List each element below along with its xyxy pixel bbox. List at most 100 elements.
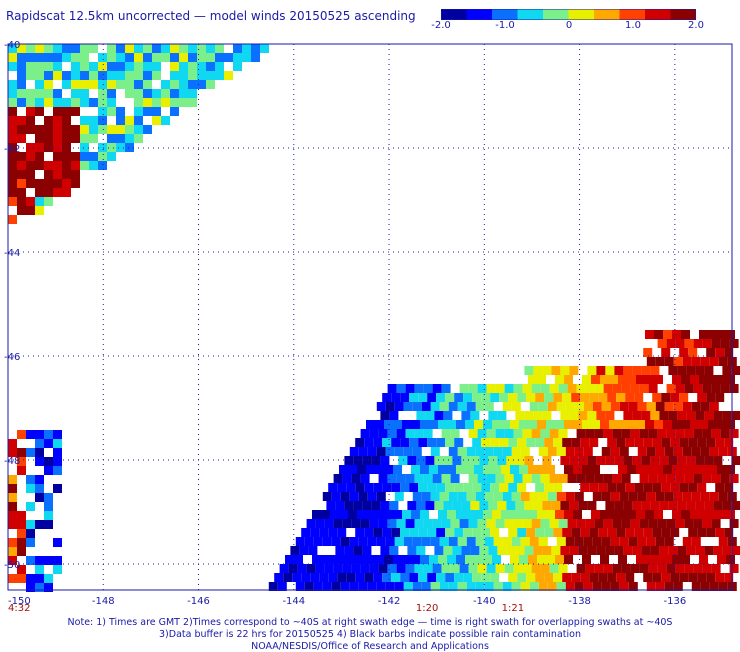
wind-cell <box>684 384 694 393</box>
colorbar-swatch <box>492 9 518 20</box>
wind-cell <box>17 62 26 71</box>
wind-cell <box>125 143 134 152</box>
wind-cell <box>693 339 703 348</box>
wind-cell <box>506 501 516 510</box>
wind-cell <box>44 430 53 439</box>
wind-cell <box>400 483 410 492</box>
wind-cell <box>681 375 690 384</box>
wind-cell <box>556 447 566 456</box>
wind-cell <box>508 528 518 537</box>
wind-cell <box>492 555 501 564</box>
latitude-tick-label: -40 <box>4 40 20 51</box>
wind-cell <box>369 564 379 573</box>
wind-cell <box>591 465 600 474</box>
wind-cell <box>53 116 62 125</box>
wind-cell <box>547 447 557 456</box>
wind-cell <box>639 519 649 528</box>
note-line-3: NOAA/NESDIS/Office of Research and Appli… <box>251 641 489 652</box>
wind-cell <box>35 556 44 565</box>
wind-cell <box>134 62 143 71</box>
wind-cell <box>353 456 363 465</box>
wind-cell <box>418 483 428 492</box>
wind-cell <box>465 510 474 519</box>
wind-cell <box>364 573 374 582</box>
wind-cell <box>664 492 674 501</box>
wind-cell <box>443 456 453 465</box>
wind-cell <box>726 465 735 474</box>
wind-cell <box>483 555 492 564</box>
colorbar-swatch <box>645 9 671 20</box>
wind-cell <box>98 53 107 62</box>
wind-cell <box>382 528 392 537</box>
wind-cell <box>650 366 660 375</box>
wind-cell <box>454 483 464 492</box>
wind-cell <box>385 537 395 546</box>
wind-cell <box>403 447 413 456</box>
wind-cell <box>197 53 206 62</box>
wind-cell <box>677 546 687 555</box>
wind-cell <box>691 402 701 411</box>
wind-cell <box>17 457 26 466</box>
wind-cell <box>71 62 80 71</box>
wind-cell <box>655 447 665 456</box>
wind-cell <box>44 98 53 107</box>
wind-cell <box>477 474 487 483</box>
wind-cell <box>695 546 705 555</box>
wind-cell <box>62 143 71 152</box>
note-line-1: Note: 1) Times are GMT 2)Times correspon… <box>67 617 673 628</box>
wind-cell <box>711 564 721 573</box>
wind-cell <box>540 384 550 393</box>
wind-cell <box>715 483 725 492</box>
wind-cell <box>474 420 483 429</box>
wind-cell <box>107 44 116 53</box>
wind-cell <box>475 492 485 501</box>
wind-cell <box>17 565 26 574</box>
wind-cell <box>580 393 590 402</box>
wind-cell <box>627 510 636 519</box>
wind-cell <box>134 80 143 89</box>
wind-cell <box>724 573 734 582</box>
wind-cell <box>224 53 233 62</box>
wind-cell <box>44 574 53 583</box>
wind-cell <box>513 564 523 573</box>
wind-cell <box>616 483 626 492</box>
wind-cell <box>605 501 615 510</box>
wind-cell <box>418 393 428 402</box>
wind-cell <box>53 188 62 197</box>
wind-cell <box>583 402 593 411</box>
wind-cell <box>704 411 714 420</box>
wind-cell <box>589 393 599 402</box>
wind-cell <box>547 492 557 501</box>
wind-cell <box>125 62 134 71</box>
wind-cell <box>540 429 550 438</box>
wind-cell <box>528 465 537 474</box>
wind-cell <box>673 582 683 591</box>
latitude-tick-label: -44 <box>4 248 20 259</box>
wind-cell <box>328 528 338 537</box>
wind-cell <box>116 116 125 125</box>
wind-cell <box>618 510 627 519</box>
wind-cell <box>89 71 98 80</box>
wind-cell <box>535 573 545 582</box>
wind-cell <box>152 44 161 53</box>
wind-cell <box>414 564 424 573</box>
wind-cell <box>713 456 723 465</box>
wind-cell <box>486 564 496 573</box>
wind-cell <box>533 546 543 555</box>
wind-cell <box>412 447 422 456</box>
wind-cell <box>474 465 483 474</box>
wind-cell <box>17 125 26 134</box>
wind-cell <box>720 384 730 393</box>
wind-cell <box>17 547 26 556</box>
wind-cell <box>636 375 645 384</box>
wind-cell <box>583 537 593 546</box>
wind-cell <box>407 456 417 465</box>
wind-cell <box>206 44 215 53</box>
wind-cell <box>547 582 557 591</box>
wind-cell <box>481 573 491 582</box>
wind-cell <box>161 98 170 107</box>
wind-cell <box>179 89 188 98</box>
wind-cell <box>421 537 431 546</box>
wind-cell <box>726 330 735 339</box>
wind-cell <box>697 393 707 402</box>
